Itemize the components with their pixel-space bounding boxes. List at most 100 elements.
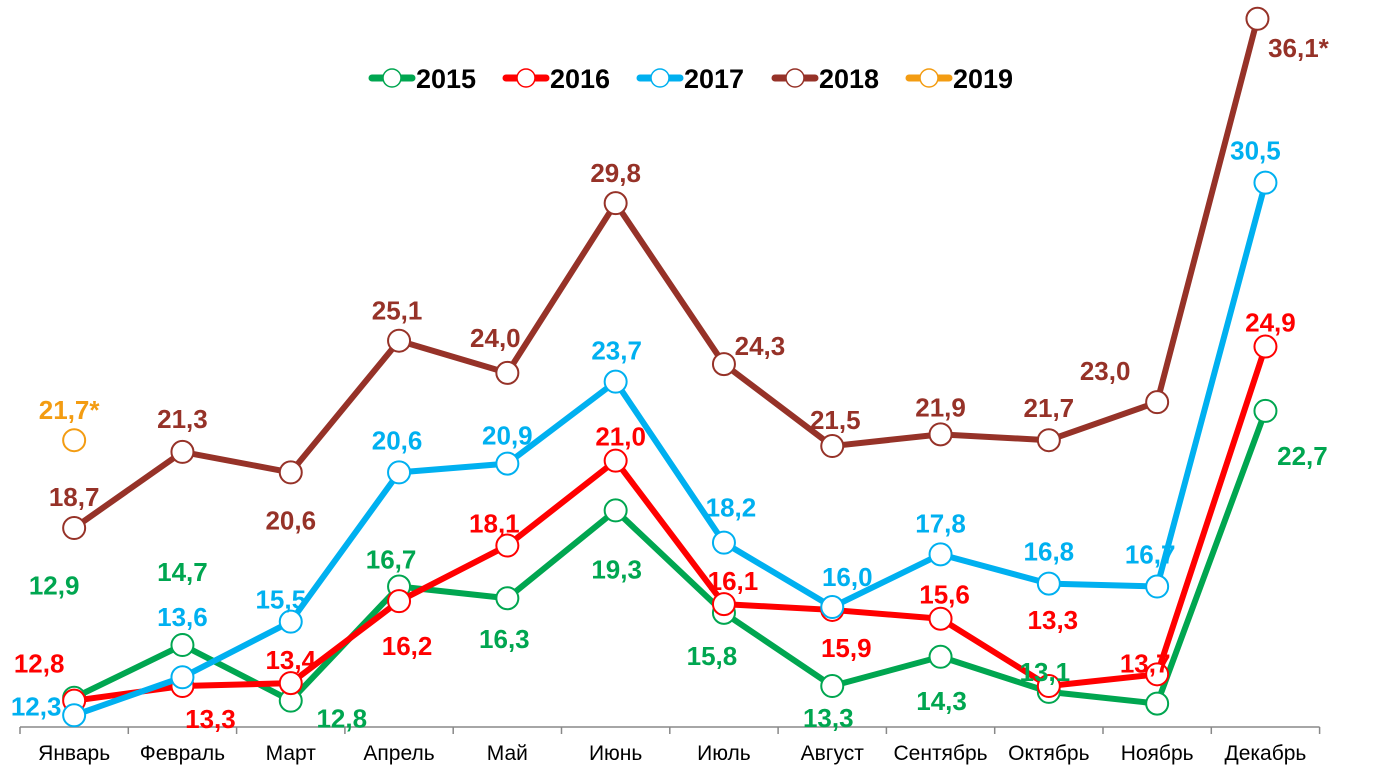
data-point-2016 — [1145, 662, 1170, 687]
legend-marker — [382, 68, 402, 88]
data-label-2018: 18,7 — [49, 482, 100, 512]
data-point-2016 — [387, 589, 412, 614]
series-line-2017 — [73, 181, 1269, 719]
data-label-2017: 16,7 — [1125, 540, 1176, 570]
data-point-2018 — [928, 422, 953, 447]
data-point-2018 — [495, 360, 520, 385]
data-point-2018 — [387, 328, 412, 353]
legend-item-2015: 2015 — [368, 64, 476, 94]
data-label-2017: 17,8 — [915, 508, 966, 538]
x-tick-label: Июнь — [589, 742, 642, 765]
data-label-2018: 24,3 — [735, 331, 786, 361]
x-axis: Январь Февраль Март Апрель Май Июнь Июль Август… — [19, 726, 1321, 765]
legend-label: 2019 — [953, 64, 1013, 94]
x-tick-label: Апрель — [363, 742, 434, 765]
legend-item-2019: 2019 — [905, 64, 1013, 94]
data-point-2017 — [62, 703, 87, 728]
data-label-2016: 15,6 — [919, 580, 970, 610]
data-point-2016 — [278, 671, 303, 696]
data-point-2019 — [62, 428, 87, 453]
data-point-2017 — [928, 542, 953, 567]
data-label-2018: 20,6 — [265, 505, 316, 535]
data-label-2015: 16,7 — [366, 545, 417, 575]
data-label-2015: 13,1 — [1020, 657, 1071, 687]
data-label-2016: 12,8 — [14, 649, 65, 679]
data-label-2018: 21,7 — [1024, 393, 1075, 423]
data-label-2016: 16,2 — [382, 631, 433, 661]
data-label-2017: 16,8 — [1024, 537, 1075, 567]
data-point-2017 — [170, 665, 195, 690]
x-tick-label: Январь — [38, 742, 110, 765]
data-point-2017 — [387, 460, 412, 485]
data-label-2019: 21,7* — [39, 395, 101, 425]
data-point-2017 — [1145, 574, 1170, 599]
data-point-2015 — [495, 586, 520, 611]
legend-label: 2017 — [684, 64, 744, 94]
x-tick-label: Июль — [697, 742, 751, 765]
legend-label: 2018 — [819, 64, 879, 94]
legend-label: 2016 — [550, 64, 610, 94]
x-tick-label: Декабрь — [1225, 742, 1307, 765]
data-label-2018: 24,0 — [470, 323, 521, 353]
data-labels: 12,9 14,7 12,8 16,7 16,3 19,3 15,8 13,3 14,3 13,1… — [11, 33, 1330, 734]
data-label-2018: 21,3 — [157, 404, 208, 434]
data-label-2017: 23,7 — [591, 336, 642, 366]
legend-label: 2015 — [416, 64, 476, 94]
data-label-2016: 21,0 — [595, 422, 646, 452]
data-label-2015: 16,3 — [479, 624, 530, 654]
data-label-2017: 20,9 — [482, 421, 533, 451]
data-label-2016: 13,3 — [1028, 605, 1079, 635]
series-line-2016 — [73, 345, 1269, 704]
data-label-2015: 12,9 — [29, 571, 80, 601]
legend-item-2016: 2016 — [502, 64, 610, 94]
data-label-2018: 29,8 — [590, 158, 641, 188]
data-point-2018 — [170, 439, 195, 464]
x-tick-label: Ноябрь — [1121, 742, 1194, 765]
data-label-2016: 13,7 — [1120, 648, 1171, 678]
data-point-2015 — [1145, 691, 1170, 716]
data-label-2015: 13,3 — [803, 703, 854, 733]
x-tick-label: Май — [487, 742, 528, 765]
data-point-2017 — [1036, 571, 1061, 596]
data-point-2015 — [1253, 398, 1278, 423]
data-point-2016 — [1036, 674, 1061, 699]
legend-marker — [650, 68, 670, 88]
x-tick-label: Февраль — [140, 742, 225, 765]
data-label-2016: 18,1 — [469, 509, 520, 539]
legend-marker — [516, 68, 536, 88]
x-tick-label: Март — [266, 742, 317, 765]
legend: 2015 2016 2017 2018 2019 — [368, 64, 1013, 94]
data-point-2016 — [603, 448, 628, 473]
legend-item-2018: 2018 — [771, 64, 879, 94]
data-point-2015 — [820, 674, 845, 699]
data-point-2016 — [711, 592, 736, 617]
data-point-2015 — [170, 633, 195, 658]
data-label-2017: 18,2 — [706, 493, 757, 523]
series-lines — [62, 6, 1278, 728]
data-point-2017 — [603, 369, 628, 394]
x-tick-label: Сентябрь — [894, 742, 988, 765]
data-point-2018 — [711, 352, 736, 377]
data-label-2016: 13,4 — [265, 645, 316, 675]
legend-marker — [919, 68, 939, 88]
data-point-2017 — [495, 451, 520, 476]
data-label-2018: 21,9 — [915, 392, 966, 422]
x-tick-label: Август — [801, 742, 865, 765]
data-point-2016 — [495, 533, 520, 558]
data-point-2018 — [603, 191, 628, 216]
data-label-2016: 16,1 — [708, 566, 759, 596]
data-label-2018: 23,0 — [1080, 356, 1131, 386]
data-label-2018: 25,1 — [372, 296, 423, 326]
data-point-2017 — [711, 530, 736, 555]
series-line-2015 — [72, 409, 1269, 707]
data-label-2018: 21,5 — [810, 405, 861, 435]
data-label-2018: 36,1* — [1268, 33, 1330, 63]
x-tick-label: Октябрь — [1008, 742, 1089, 765]
legend-item-2017: 2017 — [636, 64, 744, 94]
data-label-2017: 20,6 — [372, 425, 423, 455]
data-point-2018 — [278, 460, 303, 485]
data-label-2017: 12,3 — [11, 691, 62, 721]
data-point-2015 — [603, 498, 628, 523]
data-point-2016 — [928, 606, 953, 631]
